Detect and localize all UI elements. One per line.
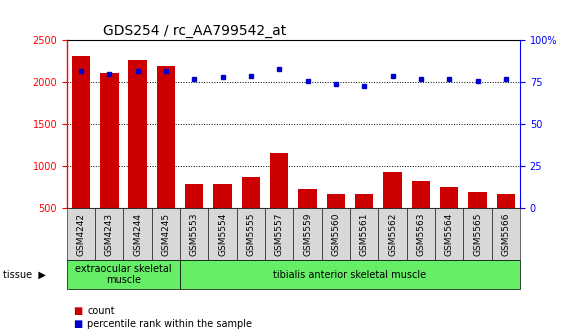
Bar [383, 172, 401, 250]
Text: ■: ■ [73, 306, 82, 316]
Text: GSM4243: GSM4243 [105, 213, 114, 256]
Text: GSM5554: GSM5554 [218, 213, 227, 256]
Bar [440, 187, 458, 250]
Text: GSM4242: GSM4242 [77, 213, 85, 256]
Text: GSM5560: GSM5560 [331, 213, 340, 256]
Text: percentile rank within the sample: percentile rank within the sample [87, 319, 252, 329]
Text: ■: ■ [73, 319, 82, 329]
Text: GSM5561: GSM5561 [360, 213, 369, 256]
Bar [128, 60, 147, 250]
Text: tissue  ▶: tissue ▶ [3, 270, 46, 280]
Text: GSM4244: GSM4244 [133, 213, 142, 256]
Text: GSM4245: GSM4245 [162, 213, 170, 256]
Text: GSM5563: GSM5563 [417, 213, 425, 256]
Text: GDS254 / rc_AA799542_at: GDS254 / rc_AA799542_at [103, 24, 286, 38]
Text: GSM5562: GSM5562 [388, 213, 397, 256]
Bar [468, 192, 487, 250]
Text: GSM5557: GSM5557 [275, 213, 284, 256]
Bar [100, 74, 119, 250]
Bar [497, 195, 515, 250]
Bar [412, 181, 430, 250]
Bar [242, 177, 260, 250]
Bar [299, 189, 317, 250]
Bar [213, 184, 232, 250]
Text: count: count [87, 306, 115, 316]
Text: GSM5564: GSM5564 [444, 213, 454, 256]
Bar [355, 195, 374, 250]
Bar [327, 194, 345, 250]
Text: extraocular skeletal
muscle: extraocular skeletal muscle [75, 264, 172, 286]
Bar [185, 184, 203, 250]
Text: GSM5553: GSM5553 [190, 213, 199, 256]
Text: GSM5566: GSM5566 [501, 213, 510, 256]
Text: tibialis anterior skeletal muscle: tibialis anterior skeletal muscle [274, 270, 426, 280]
Bar [157, 66, 175, 250]
Text: GSM5565: GSM5565 [473, 213, 482, 256]
Bar [270, 153, 288, 250]
Text: GSM5555: GSM5555 [246, 213, 256, 256]
Bar [72, 56, 90, 250]
Text: GSM5559: GSM5559 [303, 213, 312, 256]
